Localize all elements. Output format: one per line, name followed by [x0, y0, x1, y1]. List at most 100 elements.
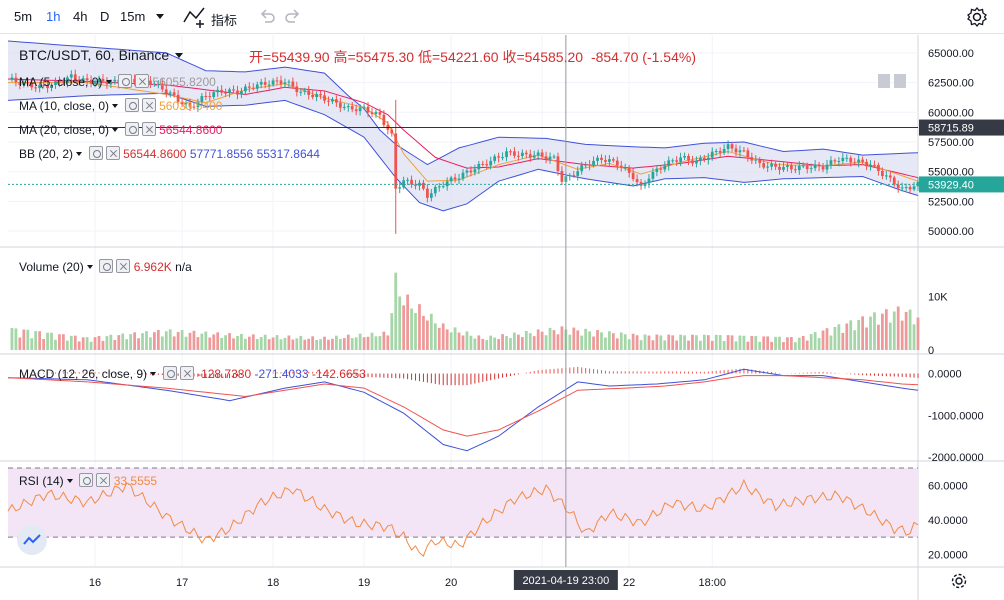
volume-bar: [271, 337, 275, 350]
volume-bar: [30, 338, 34, 350]
volume-bar: [14, 328, 18, 350]
price-pane[interactable]: [7, 40, 920, 234]
volume-bar: [406, 294, 409, 350]
close-icon[interactable]: [141, 98, 156, 112]
chevron-down-icon[interactable]: [175, 53, 184, 58]
candle: [335, 99, 338, 103]
close-icon[interactable]: [116, 259, 131, 273]
ma5-legend[interactable]: MA (5, close, 0) 56055.8200: [19, 74, 216, 89]
volume-bar: [196, 337, 200, 350]
volume-bar: [287, 335, 291, 350]
macd-legend[interactable]: MACD (12, 26, close, 9) -128.7380 -271.4…: [19, 366, 366, 381]
candle: [437, 186, 441, 188]
close-icon[interactable]: [96, 473, 111, 487]
eye-icon[interactable]: [162, 366, 177, 380]
candle: [793, 169, 797, 171]
candle: [786, 165, 789, 168]
volume-pane[interactable]: [10, 272, 920, 350]
high-price-label: 58715.89: [928, 123, 974, 135]
candle: [382, 114, 386, 126]
candle: [663, 165, 667, 170]
ma20-legend[interactable]: MA (20, close, 0) 56544.8600: [19, 122, 222, 137]
timeframe-4h[interactable]: 4h: [73, 9, 88, 24]
candle: [196, 101, 200, 108]
candle: [774, 163, 777, 167]
volume-bar: [667, 334, 671, 350]
close-icon[interactable]: [141, 122, 156, 136]
redo-icon[interactable]: [284, 6, 302, 26]
close-icon[interactable]: [135, 74, 150, 88]
indicators-button[interactable]: 指标: [211, 13, 238, 28]
x-tick-label: 16: [89, 577, 101, 589]
volume-bar: [358, 333, 362, 350]
candle: [394, 133, 398, 189]
ma10-legend[interactable]: MA (10, close, 0) 56033.5400: [19, 98, 222, 113]
rsi-pane[interactable]: [7, 467, 919, 557]
chevron-down-icon[interactable]: [87, 265, 94, 269]
candle: [790, 165, 793, 170]
candle: [307, 90, 311, 95]
candle: [65, 77, 69, 83]
chevron-down-icon[interactable]: [112, 104, 119, 108]
eye-icon[interactable]: [99, 259, 114, 273]
volume-bar: [224, 335, 227, 350]
candle: [552, 156, 556, 158]
volume-bar: [38, 331, 42, 350]
chevron-down-icon[interactable]: [105, 80, 112, 84]
chevron-down-icon[interactable]: [76, 152, 83, 156]
timeframe-1h[interactable]: 1h: [46, 9, 61, 24]
close-icon[interactable]: [105, 146, 120, 160]
volume-bar: [655, 334, 659, 350]
volume-bar: [362, 337, 366, 350]
indicators-icon[interactable]: [182, 6, 208, 28]
chevron-down-icon[interactable]: [67, 479, 74, 483]
candle: [865, 161, 868, 167]
eye-icon[interactable]: [79, 473, 94, 487]
bb-legend[interactable]: BB (20, 2) 56544.8600 57771.8556 55317.8…: [19, 146, 320, 161]
volume-bar: [50, 332, 53, 350]
logo-icon[interactable]: [17, 525, 47, 555]
crosshair-date-tag: [513, 570, 618, 590]
settings-gear-icon[interactable]: [966, 6, 988, 28]
volume-bar: [240, 333, 243, 350]
candle: [477, 163, 481, 170]
ma5-value: 56055.8200: [152, 75, 216, 89]
volume-legend[interactable]: Volume (20) 6.962K n/a: [19, 259, 192, 274]
time-axis-settings-icon[interactable]: [951, 573, 967, 589]
candle: [453, 177, 457, 180]
chevron-down-icon[interactable]: [156, 14, 164, 19]
chart-area[interactable]: 65000.00 62500.00 60000.00 57500.00 55000.00…: [0, 35, 1004, 600]
candle: [833, 160, 837, 162]
candle: [374, 111, 378, 114]
volume-bar: [327, 339, 330, 350]
undo-icon[interactable]: [258, 6, 276, 26]
price-axis[interactable]: 65000.00 62500.00 60000.00 57500.00 55000.00…: [8, 48, 1004, 589]
collapse-pane-button[interactable]: [878, 74, 890, 88]
ma10-value: 56033.5400: [159, 99, 223, 113]
timeframe-d[interactable]: D: [100, 9, 110, 24]
maximize-pane-button[interactable]: [894, 74, 906, 88]
eye-icon[interactable]: [124, 122, 139, 136]
volume-bar: [410, 308, 413, 350]
chevron-down-icon[interactable]: [150, 372, 157, 376]
candle: [517, 155, 520, 157]
eye-icon[interactable]: [124, 98, 139, 112]
close-icon[interactable]: [179, 366, 194, 380]
volume-bar: [663, 340, 667, 350]
macd-tick-label: -2000.0000: [928, 452, 984, 464]
volume-bar: [473, 338, 477, 350]
timeframe-15m[interactable]: 15m: [120, 9, 146, 24]
timeframe-5m[interactable]: 5m: [14, 9, 33, 24]
candle: [520, 152, 524, 156]
rsi-legend[interactable]: RSI (14) 33.5555: [19, 473, 157, 488]
chevron-down-icon[interactable]: [112, 128, 119, 132]
volume-bar: [275, 335, 279, 350]
eye-icon[interactable]: [118, 74, 133, 88]
eye-icon[interactable]: [88, 146, 103, 160]
volume-bar: [449, 332, 453, 350]
volume-bar: [299, 335, 303, 350]
candle: [338, 102, 342, 108]
candle: [568, 175, 572, 177]
candle: [655, 168, 659, 172]
macd-pane[interactable]: [7, 366, 919, 452]
